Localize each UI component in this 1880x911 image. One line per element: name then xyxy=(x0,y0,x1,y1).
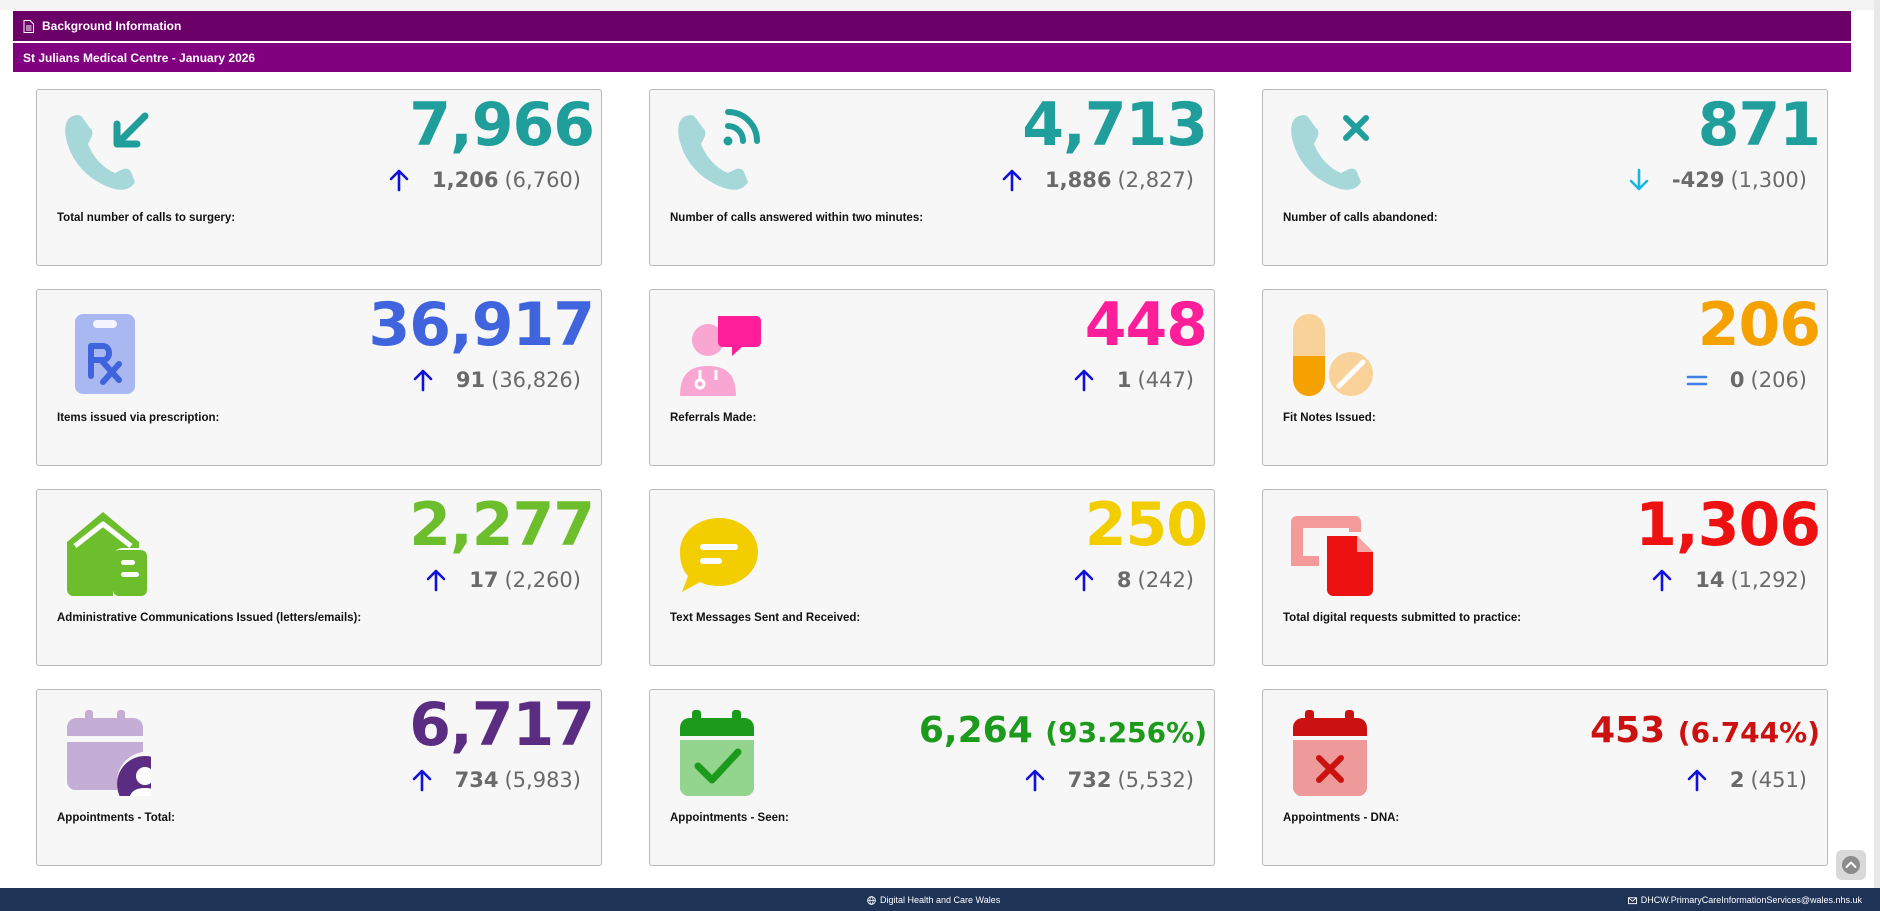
metric-card-admin-comms: 2,277 17 (2,260) Administrative Communica… xyxy=(36,489,602,666)
arrow-up-icon xyxy=(389,169,409,192)
arrow-up-icon xyxy=(426,569,446,592)
metric-card-total-calls: 7,966 1,206 (6,760) Total number of calls… xyxy=(36,89,602,266)
practice-title-bar: St Julians Medical Centre - January 2026 xyxy=(13,43,1851,72)
background-information-header[interactable]: Background Information xyxy=(13,11,1851,41)
metric-card-prescriptions: 36,917 91 (36,826) Items issued via presc… xyxy=(36,289,602,466)
metric-change: 17 (2,260) xyxy=(425,568,581,592)
arrow-up-icon xyxy=(1074,369,1094,392)
practice-title: St Julians Medical Centre - January 2026 xyxy=(23,50,256,65)
calendar-user-icon xyxy=(61,706,173,812)
metric-card-fit-notes: 206 0 (206) Fit Notes Issued: xyxy=(1262,289,1828,466)
pills-icon xyxy=(1287,306,1377,396)
metric-card-calls-answered: 4,713 1,886 (2,827) Number of calls answe… xyxy=(649,89,1215,266)
metric-change: 2 (451) xyxy=(1686,768,1807,792)
metric-change: 1 (447) xyxy=(1073,368,1194,392)
chat-message-icon xyxy=(674,506,764,596)
metric-value: 206 xyxy=(1697,290,1821,360)
footer-email: DHCW.PrimaryCareInformationServices@wale… xyxy=(1640,895,1862,905)
arrow-up-icon xyxy=(1074,569,1094,592)
metric-value: 871 xyxy=(1697,90,1821,160)
metric-label: Administrative Communications Issued (le… xyxy=(57,612,362,624)
phone-incoming-icon xyxy=(61,106,151,196)
calendar-check-icon xyxy=(674,706,764,796)
metric-value: 6,717 xyxy=(409,690,595,760)
metric-value: 1,306 xyxy=(1635,490,1821,560)
arrow-up-icon xyxy=(1002,169,1022,192)
mail-house-icon xyxy=(61,506,151,596)
metric-change: 91 (36,826) xyxy=(412,368,581,392)
arrow-up-icon xyxy=(1652,569,1672,592)
metric-card-appointments-seen: 6,264 (93.256%) 732 (5,532) Appointments … xyxy=(649,689,1215,866)
metric-card-appointments-dna: 453 (6.744%) 2 (451) Appointments - DNA: xyxy=(1262,689,1828,866)
arrow-up-icon xyxy=(413,369,433,392)
metric-card-text-messages: 250 8 (242) Text Messages Sent and Receiv… xyxy=(649,489,1215,666)
metric-card-referrals: 448 1 (447) Referrals Made: xyxy=(649,289,1215,466)
arrow-up-icon xyxy=(412,769,431,792)
metric-change: -429 (1,300) xyxy=(1628,168,1807,192)
metric-label: Appointments - Total: xyxy=(57,812,175,824)
scroll-to-top-button[interactable] xyxy=(1836,850,1866,880)
metric-label: Number of calls abandoned: xyxy=(1283,212,1438,224)
metric-value: 448 xyxy=(1084,290,1208,360)
metric-label: Referrals Made: xyxy=(670,412,757,424)
metric-label: Fit Notes Issued: xyxy=(1283,412,1376,424)
metric-value: 4,713 xyxy=(1022,90,1208,160)
chevron-up-icon xyxy=(1842,856,1860,874)
phone-answered-icon xyxy=(674,106,764,196)
footer-org-link[interactable]: Digital Health and Care Wales xyxy=(867,895,1000,905)
arrow-up-icon xyxy=(1687,769,1707,792)
metric-change: 734 (5,983) xyxy=(411,768,581,792)
metric-card-digital-requests: 1,306 14 (1,292) Total digital requests s… xyxy=(1262,489,1828,666)
equal-icon xyxy=(1686,375,1708,386)
globe-icon xyxy=(867,895,876,905)
metric-value: 250 xyxy=(1084,490,1208,560)
metric-change: 732 (5,532) xyxy=(1024,768,1194,792)
footer: Digital Health and Care Wales DHCW.Prima… xyxy=(0,888,1880,911)
metric-label: Text Messages Sent and Received: xyxy=(670,612,861,624)
metric-value: 2,277 xyxy=(409,490,595,560)
prescription-icon xyxy=(61,306,151,396)
metric-label: Total number of calls to surgery: xyxy=(57,212,236,224)
metric-value: 453 (6.744%) xyxy=(1590,710,1820,751)
metric-card-appointments-total: 6,717 734 (5,983) Appointments - Total: xyxy=(36,689,602,866)
metric-change: 1,886 (2,827) xyxy=(1001,168,1194,192)
metric-change: 8 (242) xyxy=(1073,568,1194,592)
metric-change: 14 (1,292) xyxy=(1651,568,1807,592)
section-title: Background Information xyxy=(42,19,182,33)
footer-email-link[interactable]: DHCW.PrimaryCareInformationServices@wale… xyxy=(1627,895,1862,905)
metric-label: Number of calls answered within two minu… xyxy=(670,212,924,224)
digital-request-icon xyxy=(1287,506,1377,596)
metric-value: 36,917 xyxy=(368,290,595,360)
metric-label: Total digital requests submitted to prac… xyxy=(1283,612,1522,624)
envelope-icon xyxy=(1627,896,1637,904)
metric-label: Items issued via prescription: xyxy=(57,412,220,424)
metric-label: Appointments - DNA: xyxy=(1283,812,1400,824)
metrics-grid: 7,966 1,206 (6,760) Total number of calls… xyxy=(36,89,1829,867)
window-top-edge xyxy=(0,0,1880,10)
arrow-up-icon xyxy=(1025,769,1044,792)
metric-label: Appointments - Seen: xyxy=(670,812,789,824)
arrow-down-icon xyxy=(1629,168,1649,191)
calendar-cross-icon xyxy=(1287,706,1377,796)
doctor-referral-icon xyxy=(674,306,764,396)
document-icon xyxy=(23,19,34,33)
metric-change: 1,206 (6,760) xyxy=(388,168,581,192)
metric-card-calls-abandoned: 871 -429 (1,300) Number of calls abandone… xyxy=(1262,89,1828,266)
footer-org: Digital Health and Care Wales xyxy=(880,895,1001,905)
metric-value: 6,264 (93.256%) xyxy=(918,710,1207,751)
metric-value: 7,966 xyxy=(409,90,595,160)
phone-abandoned-icon xyxy=(1287,106,1377,196)
scrollbar-track[interactable] xyxy=(1874,0,1880,888)
metric-change: 0 (206) xyxy=(1686,368,1807,392)
